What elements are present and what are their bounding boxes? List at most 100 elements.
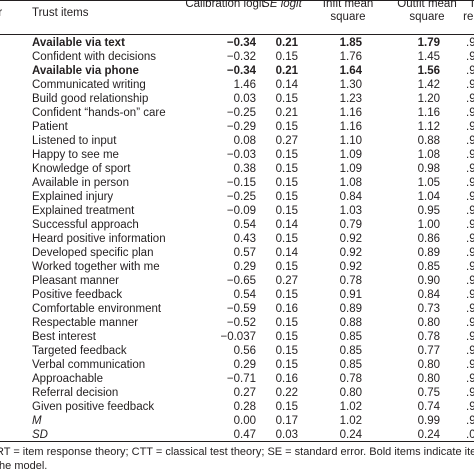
item-name: Listened to input — [32, 135, 117, 147]
cell: −0.037 — [220, 331, 257, 343]
top-rule — [0, 0, 474, 1]
cell: 0.78 — [339, 275, 362, 287]
cell: 1.00 — [417, 219, 440, 231]
cell: 0.24 — [339, 429, 362, 441]
cell: 0.56 — [233, 345, 256, 357]
cell: .9 — [466, 149, 474, 161]
cell: 1.02 — [339, 401, 362, 413]
cell: 1.46 — [233, 79, 256, 91]
cell: 1.09 — [339, 163, 362, 175]
cell: .9 — [466, 289, 474, 301]
cell: .9 — [466, 51, 474, 63]
cell: 1.12 — [417, 121, 440, 133]
cell: −0.25 — [226, 191, 256, 203]
cell: .9 — [466, 93, 474, 105]
column-header: er — [0, 7, 3, 19]
cell: .9 — [466, 163, 474, 175]
cell: 0.08 — [233, 135, 256, 147]
cell: 0.89 — [339, 303, 362, 315]
cell: 0.47 — [233, 429, 256, 441]
cell: −0.65 — [226, 275, 256, 287]
item-name: Respectable manner — [32, 317, 139, 329]
cell: 0.88 — [417, 135, 440, 147]
item-name: Knowledge of sport — [32, 163, 131, 175]
cell: 1.16 — [339, 121, 362, 133]
cell: 0.84 — [339, 191, 362, 203]
cell: 0.15 — [275, 289, 298, 301]
item-name: Worked together with me — [32, 261, 160, 273]
item-name: Available via text — [32, 37, 125, 49]
cell: .9 — [466, 79, 474, 91]
cell: 0.77 — [417, 345, 440, 357]
item-name: Communicated writing — [32, 79, 146, 91]
cell: 0.15 — [275, 401, 298, 413]
cell: −0.59 — [226, 303, 256, 315]
item-name: Referral decision — [32, 387, 119, 399]
item-name: Verbal communication — [32, 359, 146, 371]
cell: 0.85 — [417, 261, 440, 273]
cell: .9 — [466, 317, 474, 329]
cell: 0.15 — [275, 359, 298, 371]
cell: .9 — [466, 135, 474, 147]
cell: 1.45 — [417, 51, 440, 63]
cell: −0.32 — [226, 51, 256, 63]
cell: .9 — [466, 205, 474, 217]
cell: 0.21 — [275, 37, 298, 49]
cell: 0.54 — [233, 289, 256, 301]
item-name: Heard positive information — [32, 233, 166, 245]
cell: .9 — [466, 233, 474, 245]
cell: 0.99 — [417, 415, 440, 427]
item-name: Build good relationship — [32, 93, 149, 105]
cell: 0.03 — [233, 93, 256, 105]
cell: 0.86 — [417, 233, 440, 245]
item-name: Confident “hands-on” care — [32, 107, 166, 119]
column-header: Calibration logit — [185, 0, 265, 10]
cell: 0.28 — [233, 401, 256, 413]
cell: .9 — [466, 359, 474, 371]
cell: .9 — [466, 261, 474, 273]
cell: 0.91 — [339, 289, 362, 301]
cell: .9 — [466, 303, 474, 315]
cell: 0.95 — [417, 205, 440, 217]
item-name: SD — [32, 429, 48, 441]
cell: 1.56 — [417, 65, 440, 77]
cell: 1.10 — [339, 135, 362, 147]
column-header: It relia — [463, 0, 474, 23]
cell: .9 — [466, 275, 474, 287]
item-name: Available via phone — [32, 65, 139, 77]
footnote: the model. — [0, 460, 48, 472]
cell: 0.98 — [417, 163, 440, 175]
cell: 0.14 — [275, 219, 298, 231]
cell: 1.02 — [339, 415, 362, 427]
cell: 0.21 — [275, 65, 298, 77]
cell: 1.09 — [339, 149, 362, 161]
cell: 0.21 — [275, 107, 298, 119]
cell: .9 — [466, 37, 474, 49]
cell: 0.88 — [339, 317, 362, 329]
cell: .9 — [466, 107, 474, 119]
cell: 0.29 — [233, 359, 256, 371]
cell: 0.15 — [275, 317, 298, 329]
cell: 0.14 — [275, 247, 298, 259]
column-header: Outfit mean square — [397, 0, 457, 23]
cell: 0.85 — [339, 359, 362, 371]
cell: 0.15 — [275, 191, 298, 203]
column-header: Trust items — [32, 7, 89, 19]
cell: .9 — [466, 191, 474, 203]
cell: 0.22 — [275, 387, 298, 399]
cell: −0.71 — [226, 373, 256, 385]
item-name: Positive feedback — [32, 289, 123, 301]
cell: 1.20 — [417, 93, 440, 105]
cell: −0.09 — [226, 205, 256, 217]
item-name: Patient — [32, 121, 68, 133]
cell: .9 — [466, 177, 474, 189]
cell: 1.30 — [339, 79, 362, 91]
header-rule — [0, 34, 474, 35]
cell: 0.15 — [275, 233, 298, 245]
cell: 0.15 — [275, 93, 298, 105]
cell: 0.85 — [339, 331, 362, 343]
cell: 1.23 — [339, 93, 362, 105]
cell: 0.15 — [275, 205, 298, 217]
cell: .9 — [466, 219, 474, 231]
